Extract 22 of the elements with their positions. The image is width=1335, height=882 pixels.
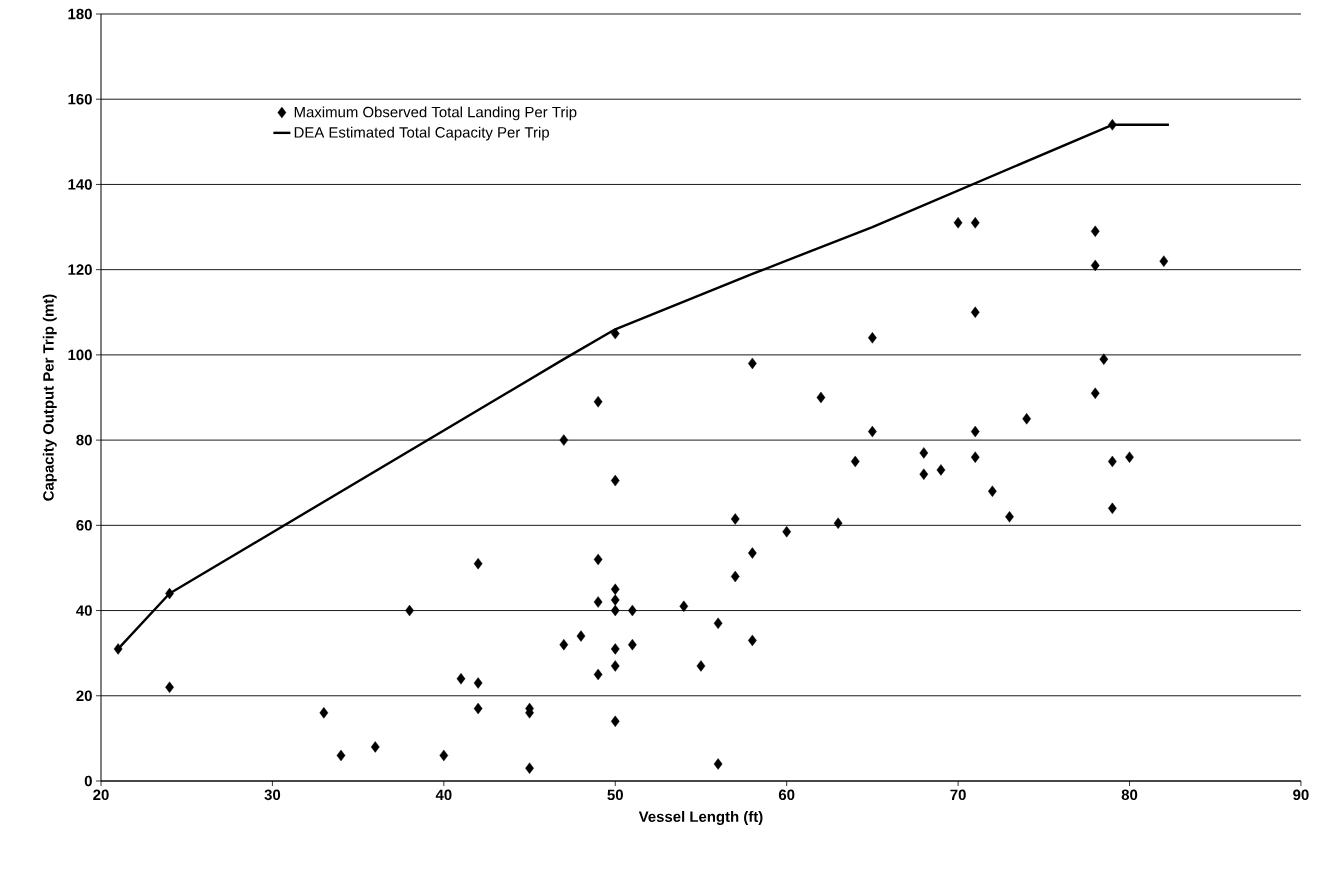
- y-tick-label: 0: [84, 775, 92, 787]
- y-tick-label: 60: [76, 520, 92, 531]
- x-tick-label: 80: [1121, 789, 1138, 801]
- y-tick-label: 180: [68, 8, 92, 20]
- legend-label: DEA Estimated Total Capacity Per Trip: [294, 126, 550, 141]
- x-tick-label: 40: [435, 789, 452, 801]
- x-axis-title: Vessel Length (ft): [638, 810, 763, 825]
- y-tick-label: 80: [76, 434, 92, 446]
- x-tick-label: 30: [264, 789, 281, 801]
- y-tick-label: 160: [68, 93, 92, 105]
- x-tick-label: 90: [1293, 789, 1309, 801]
- x-tick-label: 70: [950, 789, 966, 801]
- y-tick-label: 100: [68, 349, 92, 361]
- y-tick-label: 140: [68, 179, 92, 190]
- x-tick-label: 20: [93, 789, 109, 801]
- legend-label: Maximum Observed Total Landing Per Trip: [294, 106, 577, 121]
- y-tick-label: 20: [76, 690, 92, 702]
- y-tick-label: 40: [76, 605, 92, 616]
- y-axis-title: Capacity Output Per Trip (mt): [42, 294, 57, 501]
- y-tick-label: 120: [68, 264, 92, 275]
- x-tick-label: 60: [778, 789, 795, 801]
- x-tick-label: 50: [607, 789, 623, 801]
